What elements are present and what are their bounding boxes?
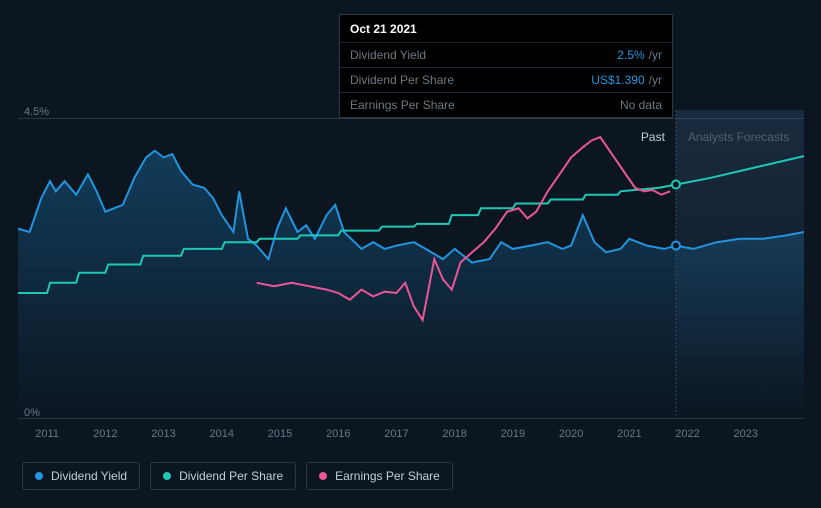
circle-icon: [163, 472, 171, 480]
x-tick-label: 2012: [93, 428, 117, 440]
chart-svg: [18, 110, 804, 415]
tooltip-date: Oct 21 2021: [340, 15, 672, 42]
legend-dividend-per-share[interactable]: Dividend Per Share: [150, 462, 296, 490]
x-tick-label: 2016: [326, 428, 350, 440]
legend-earnings-per-share[interactable]: Earnings Per Share: [306, 462, 453, 490]
tooltip-row-eps: Earnings Per Share No data: [340, 92, 672, 117]
tooltip-value: US$1.390: [591, 73, 644, 87]
tooltip-label: Dividend Yield: [350, 48, 617, 62]
legend: Dividend Yield Dividend Per Share Earnin…: [22, 462, 453, 490]
chart-area[interactable]: [18, 110, 804, 415]
legend-dividend-yield[interactable]: Dividend Yield: [22, 462, 140, 490]
dividend-per-share-marker: [672, 181, 680, 189]
x-tick-label: 2020: [559, 428, 583, 440]
x-tick-label: 2014: [210, 428, 234, 440]
x-axis-ticks: 2011 2012 2013 2014 2015 2016 2017 2018 2019 2020…: [18, 428, 804, 448]
x-tick-label: 2023: [734, 428, 758, 440]
dividend-yield-marker: [672, 242, 680, 250]
x-tick-label: 2022: [675, 428, 699, 440]
tooltip-unit: /yr: [649, 48, 662, 62]
tooltip-unit: /yr: [649, 73, 662, 87]
tooltip-label: Earnings Per Share: [350, 98, 620, 112]
x-tick-label: 2018: [442, 428, 466, 440]
past-label: Past: [641, 130, 665, 144]
tooltip-value: 2.5%: [617, 48, 644, 62]
tooltip-label: Dividend Per Share: [350, 73, 591, 87]
legend-label: Dividend Yield: [51, 469, 127, 483]
tooltip-nodata: No data: [620, 98, 662, 112]
tooltip: Oct 21 2021 Dividend Yield 2.5% /yr Divi…: [339, 14, 673, 118]
forecast-label: Analysts Forecasts: [688, 130, 789, 144]
circle-icon: [35, 472, 43, 480]
axis-bottom-line: [18, 418, 804, 419]
tooltip-row-dps: Dividend Per Share US$1.390 /yr: [340, 67, 672, 92]
x-tick-label: 2011: [35, 428, 59, 440]
x-tick-label: 2019: [501, 428, 525, 440]
x-tick-label: 2015: [268, 428, 292, 440]
legend-label: Earnings Per Share: [335, 469, 440, 483]
legend-label: Dividend Per Share: [179, 469, 283, 483]
tooltip-row-yield: Dividend Yield 2.5% /yr: [340, 42, 672, 67]
circle-icon: [319, 472, 327, 480]
x-tick-label: 2017: [384, 428, 408, 440]
x-tick-label: 2013: [151, 428, 175, 440]
x-tick-label: 2021: [617, 428, 641, 440]
